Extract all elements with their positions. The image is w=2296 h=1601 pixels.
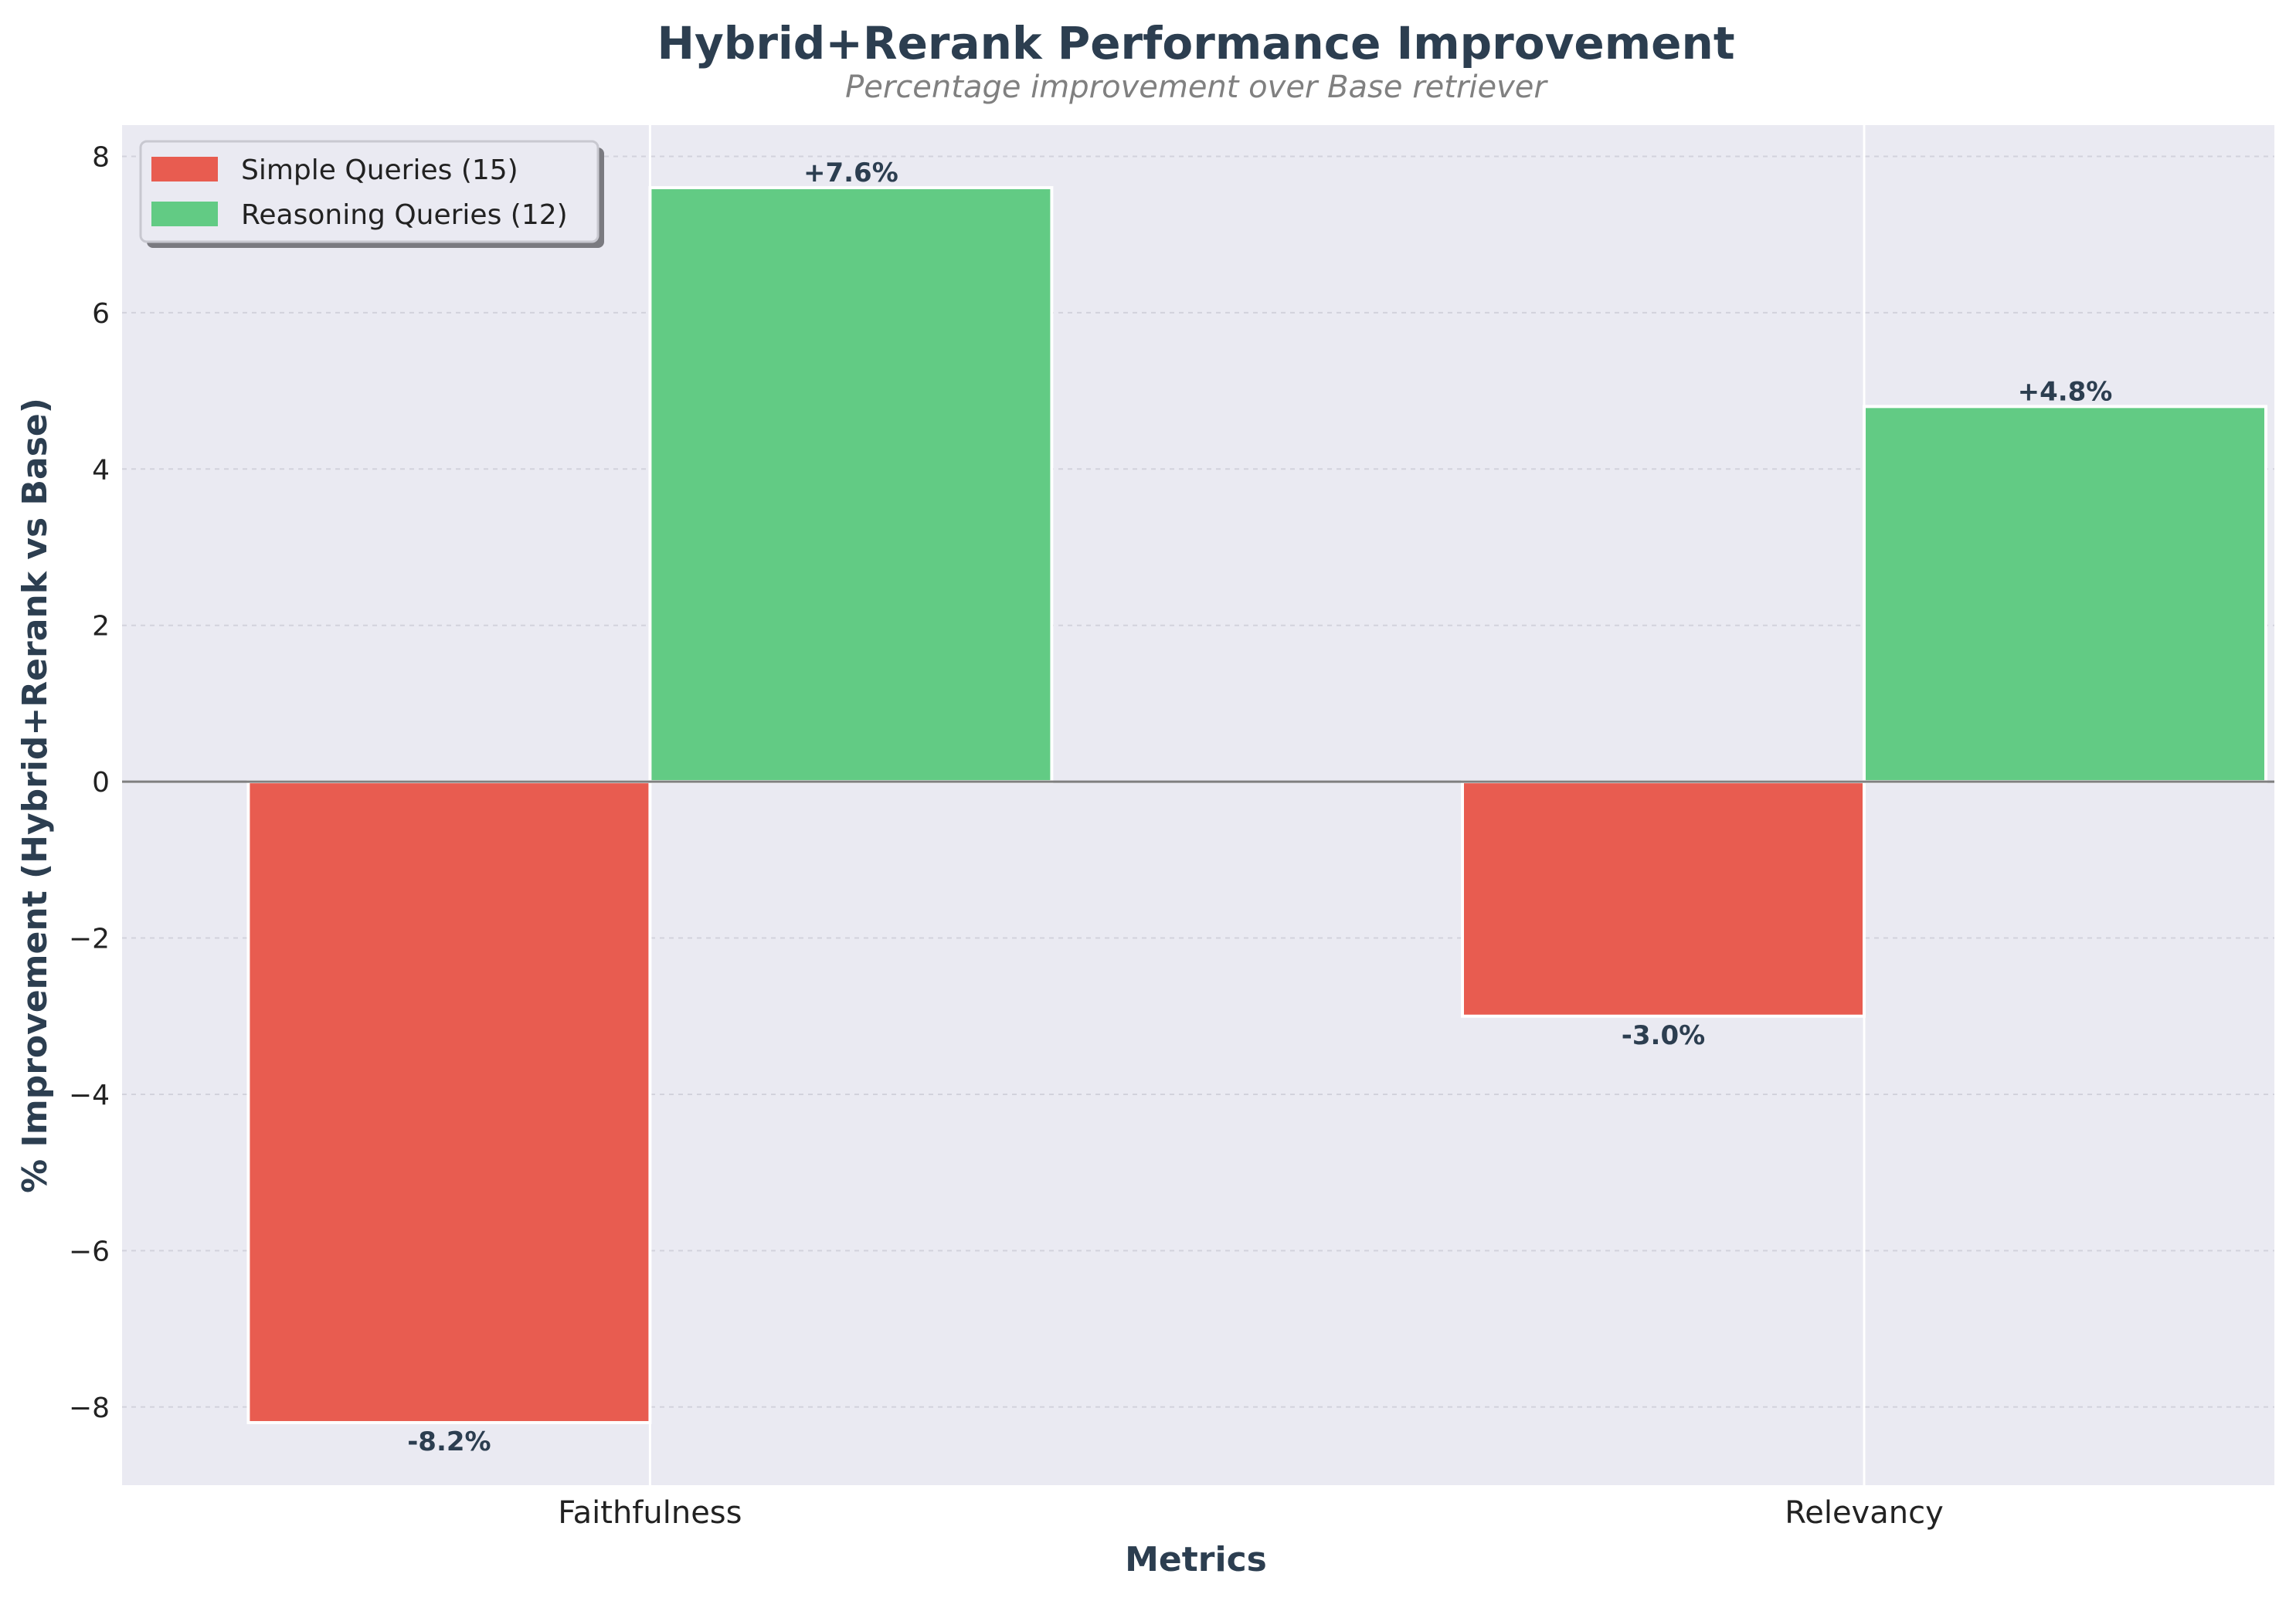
data-label: +7.6% <box>803 158 898 188</box>
x-tick-label: Faithfulness <box>558 1495 742 1531</box>
data-label: -3.0% <box>1622 1020 1705 1051</box>
y-tick-label: 6 <box>92 298 110 330</box>
data-label: -8.2% <box>407 1426 491 1457</box>
legend: Simple Queries (15) Reasoning Queries (12… <box>139 140 604 248</box>
bars-group <box>122 185 2274 1425</box>
bar-simple-faithfulness <box>246 780 652 1425</box>
x-axis-label: Metrics <box>1125 1540 1267 1579</box>
y-tick-label: −6 <box>69 1236 110 1267</box>
x-tick-labels: Faithfulness Relevancy <box>558 1495 1943 1531</box>
bar-simple-relevancy <box>1460 780 1866 1018</box>
legend-box <box>139 140 599 243</box>
bar-reasoning-relevancy <box>1862 405 2267 784</box>
y-tick-label: 0 <box>92 767 110 799</box>
y-tick-label: 4 <box>92 454 110 486</box>
y-axis-label: % Improvement (Hybrid+Rerank vs Base) <box>15 398 55 1193</box>
y-tick-label: −4 <box>69 1080 110 1111</box>
legend-swatch <box>151 202 218 226</box>
y-tick-labels: −8 −6 −4 −2 0 2 4 6 8 <box>69 141 110 1423</box>
legend-swatch <box>151 157 218 181</box>
data-labels: -8.2% -3.0% +7.6% +4.8% <box>407 158 2112 1457</box>
chart-subtitle: Percentage improvement over Base retriev… <box>845 70 1548 105</box>
y-tick-label: 8 <box>92 141 110 173</box>
legend-label: Simple Queries (15) <box>241 154 518 186</box>
bar-reasoning-faithfulness <box>648 185 1054 784</box>
legend-label: Reasoning Queries (12) <box>241 199 568 231</box>
y-tick-label: −8 <box>69 1392 110 1424</box>
data-label: +4.8% <box>2018 376 2113 407</box>
y-tick-label: 2 <box>92 611 110 643</box>
y-tick-label: −2 <box>69 924 110 955</box>
chart-title: Hybrid+Rerank Performance Improvement <box>657 17 1734 70</box>
x-tick-label: Relevancy <box>1785 1495 1944 1531</box>
